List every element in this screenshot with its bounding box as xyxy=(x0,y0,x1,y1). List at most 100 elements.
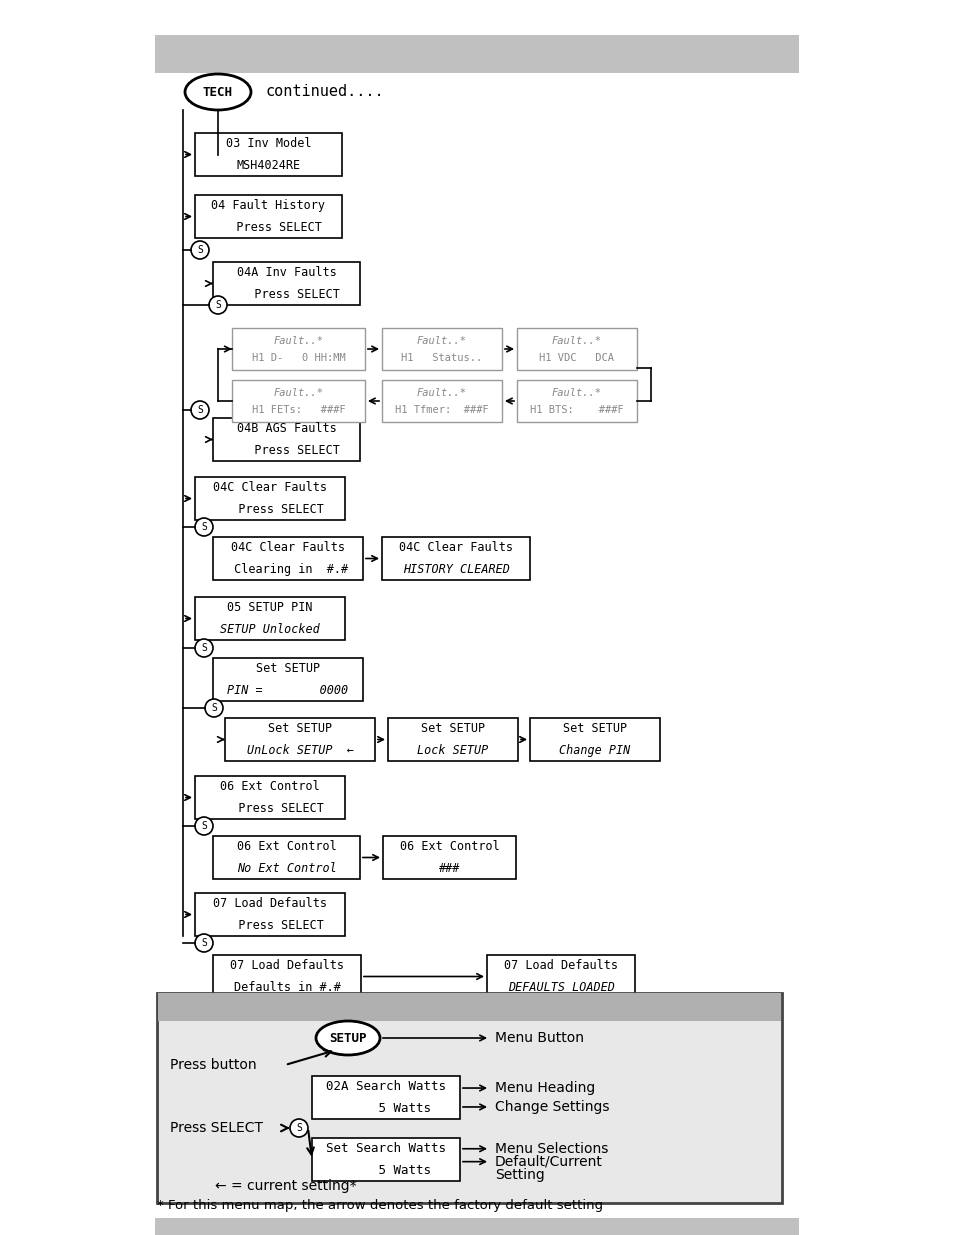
Text: 06 Ext Control: 06 Ext Control xyxy=(236,840,336,853)
FancyBboxPatch shape xyxy=(312,1137,459,1181)
Circle shape xyxy=(194,517,213,536)
FancyBboxPatch shape xyxy=(381,537,530,580)
Text: Default/Current: Default/Current xyxy=(495,1155,602,1168)
Circle shape xyxy=(194,818,213,835)
Text: Fault..*: Fault..* xyxy=(416,336,467,346)
Text: No Ext Control: No Ext Control xyxy=(236,862,336,874)
Text: Set SETUP: Set SETUP xyxy=(562,722,626,735)
FancyBboxPatch shape xyxy=(381,329,501,370)
Text: H1 D-   0 HH:MM: H1 D- 0 HH:MM xyxy=(252,353,345,363)
Circle shape xyxy=(209,296,227,314)
Text: S: S xyxy=(201,643,207,653)
FancyBboxPatch shape xyxy=(213,836,359,879)
Text: SETUP: SETUP xyxy=(329,1031,366,1045)
Text: 07 Load Defaults: 07 Load Defaults xyxy=(230,960,344,972)
FancyBboxPatch shape xyxy=(213,417,359,461)
FancyBboxPatch shape xyxy=(486,955,635,998)
Text: continued....: continued.... xyxy=(266,84,384,100)
Text: Fault..*: Fault..* xyxy=(552,336,601,346)
FancyBboxPatch shape xyxy=(194,776,345,819)
Text: Menu Selections: Menu Selections xyxy=(495,1141,608,1156)
Circle shape xyxy=(191,241,209,259)
Text: 06 Ext Control: 06 Ext Control xyxy=(399,840,498,853)
Text: Defaults in #.#: Defaults in #.# xyxy=(233,981,340,994)
Text: H1   Status..: H1 Status.. xyxy=(401,353,482,363)
FancyBboxPatch shape xyxy=(194,893,345,936)
Text: 04 Fault History: 04 Fault History xyxy=(212,199,325,212)
Text: HISTORY CLEARED: HISTORY CLEARED xyxy=(402,563,509,576)
Text: Fault..*: Fault..* xyxy=(552,388,601,398)
FancyBboxPatch shape xyxy=(232,329,365,370)
FancyBboxPatch shape xyxy=(194,133,341,177)
FancyBboxPatch shape xyxy=(213,537,363,580)
Text: 06 Ext Control: 06 Ext Control xyxy=(220,781,319,793)
Text: MSH4024RE: MSH4024RE xyxy=(236,159,300,172)
FancyBboxPatch shape xyxy=(232,380,365,422)
Text: Fault..*: Fault..* xyxy=(274,388,323,398)
Ellipse shape xyxy=(315,1021,379,1055)
Text: 05 SETUP PIN: 05 SETUP PIN xyxy=(227,601,313,614)
Text: S: S xyxy=(295,1123,301,1132)
FancyBboxPatch shape xyxy=(213,262,359,305)
FancyBboxPatch shape xyxy=(194,477,345,520)
Text: S: S xyxy=(197,405,203,415)
Text: SETUP Unlocked: SETUP Unlocked xyxy=(220,622,319,636)
Circle shape xyxy=(205,699,223,718)
Text: Menu Button: Menu Button xyxy=(495,1031,583,1045)
Text: Lock SETUP: Lock SETUP xyxy=(416,743,488,757)
Text: H1 Tfmer:  ###F: H1 Tfmer: ###F xyxy=(395,405,488,415)
FancyBboxPatch shape xyxy=(158,993,781,1021)
Text: Set Search Watts: Set Search Watts xyxy=(326,1142,446,1155)
Text: 04C Clear Faults: 04C Clear Faults xyxy=(231,541,345,555)
FancyBboxPatch shape xyxy=(194,195,341,238)
Text: S: S xyxy=(211,703,216,713)
Text: * For this menu map, the arrow denotes the factory default setting: * For this menu map, the arrow denotes t… xyxy=(157,1198,602,1212)
FancyBboxPatch shape xyxy=(382,836,516,879)
Circle shape xyxy=(194,934,213,952)
Text: Clearing in  #.#: Clearing in #.# xyxy=(227,563,348,576)
Text: 03 Inv Model: 03 Inv Model xyxy=(226,137,311,151)
Text: Press SELECT: Press SELECT xyxy=(216,919,323,931)
Text: 5 Watts: 5 Watts xyxy=(340,1163,431,1177)
Text: 07 Load Defaults: 07 Load Defaults xyxy=(213,898,327,910)
FancyBboxPatch shape xyxy=(517,329,637,370)
Text: 5 Watts: 5 Watts xyxy=(340,1102,431,1115)
Text: TECH: TECH xyxy=(203,85,233,99)
Text: S: S xyxy=(201,821,207,831)
Text: ###: ### xyxy=(438,862,459,874)
Ellipse shape xyxy=(185,74,251,110)
FancyBboxPatch shape xyxy=(517,380,637,422)
FancyBboxPatch shape xyxy=(154,35,799,73)
Text: 04A Inv Faults: 04A Inv Faults xyxy=(236,267,336,279)
Text: S: S xyxy=(214,300,221,310)
Text: PIN =        0000: PIN = 0000 xyxy=(227,684,348,697)
Text: Setting: Setting xyxy=(495,1167,544,1182)
Text: Menu Heading: Menu Heading xyxy=(495,1081,595,1095)
Text: 04B AGS Faults: 04B AGS Faults xyxy=(236,422,336,435)
FancyBboxPatch shape xyxy=(381,380,501,422)
Text: 07 Load Defaults: 07 Load Defaults xyxy=(503,960,618,972)
Text: Press SELECT: Press SELECT xyxy=(216,802,323,815)
FancyBboxPatch shape xyxy=(154,1218,799,1235)
Text: Set SETUP: Set SETUP xyxy=(255,662,319,676)
FancyBboxPatch shape xyxy=(312,1076,459,1119)
Text: H1 BTS:    ###F: H1 BTS: ###F xyxy=(530,405,623,415)
Text: Press SELECT: Press SELECT xyxy=(170,1121,263,1135)
Text: S: S xyxy=(197,245,203,254)
Text: Change PIN: Change PIN xyxy=(558,743,630,757)
FancyBboxPatch shape xyxy=(213,955,360,998)
Text: DEFAULTS LOADED: DEFAULTS LOADED xyxy=(507,981,614,994)
Text: 04C Clear Faults: 04C Clear Faults xyxy=(213,482,327,494)
Text: Fault..*: Fault..* xyxy=(274,336,323,346)
Circle shape xyxy=(290,1119,308,1137)
FancyBboxPatch shape xyxy=(213,658,363,701)
Text: Press SELECT: Press SELECT xyxy=(216,503,323,516)
Text: Set SETUP: Set SETUP xyxy=(268,722,332,735)
Text: Fault..*: Fault..* xyxy=(416,388,467,398)
Text: 04C Clear Faults: 04C Clear Faults xyxy=(398,541,513,555)
Text: Press button: Press button xyxy=(170,1058,256,1072)
Text: Change Settings: Change Settings xyxy=(495,1100,609,1114)
Text: H1 VDC   DCA: H1 VDC DCA xyxy=(539,353,614,363)
Circle shape xyxy=(191,401,209,419)
FancyBboxPatch shape xyxy=(388,718,517,761)
